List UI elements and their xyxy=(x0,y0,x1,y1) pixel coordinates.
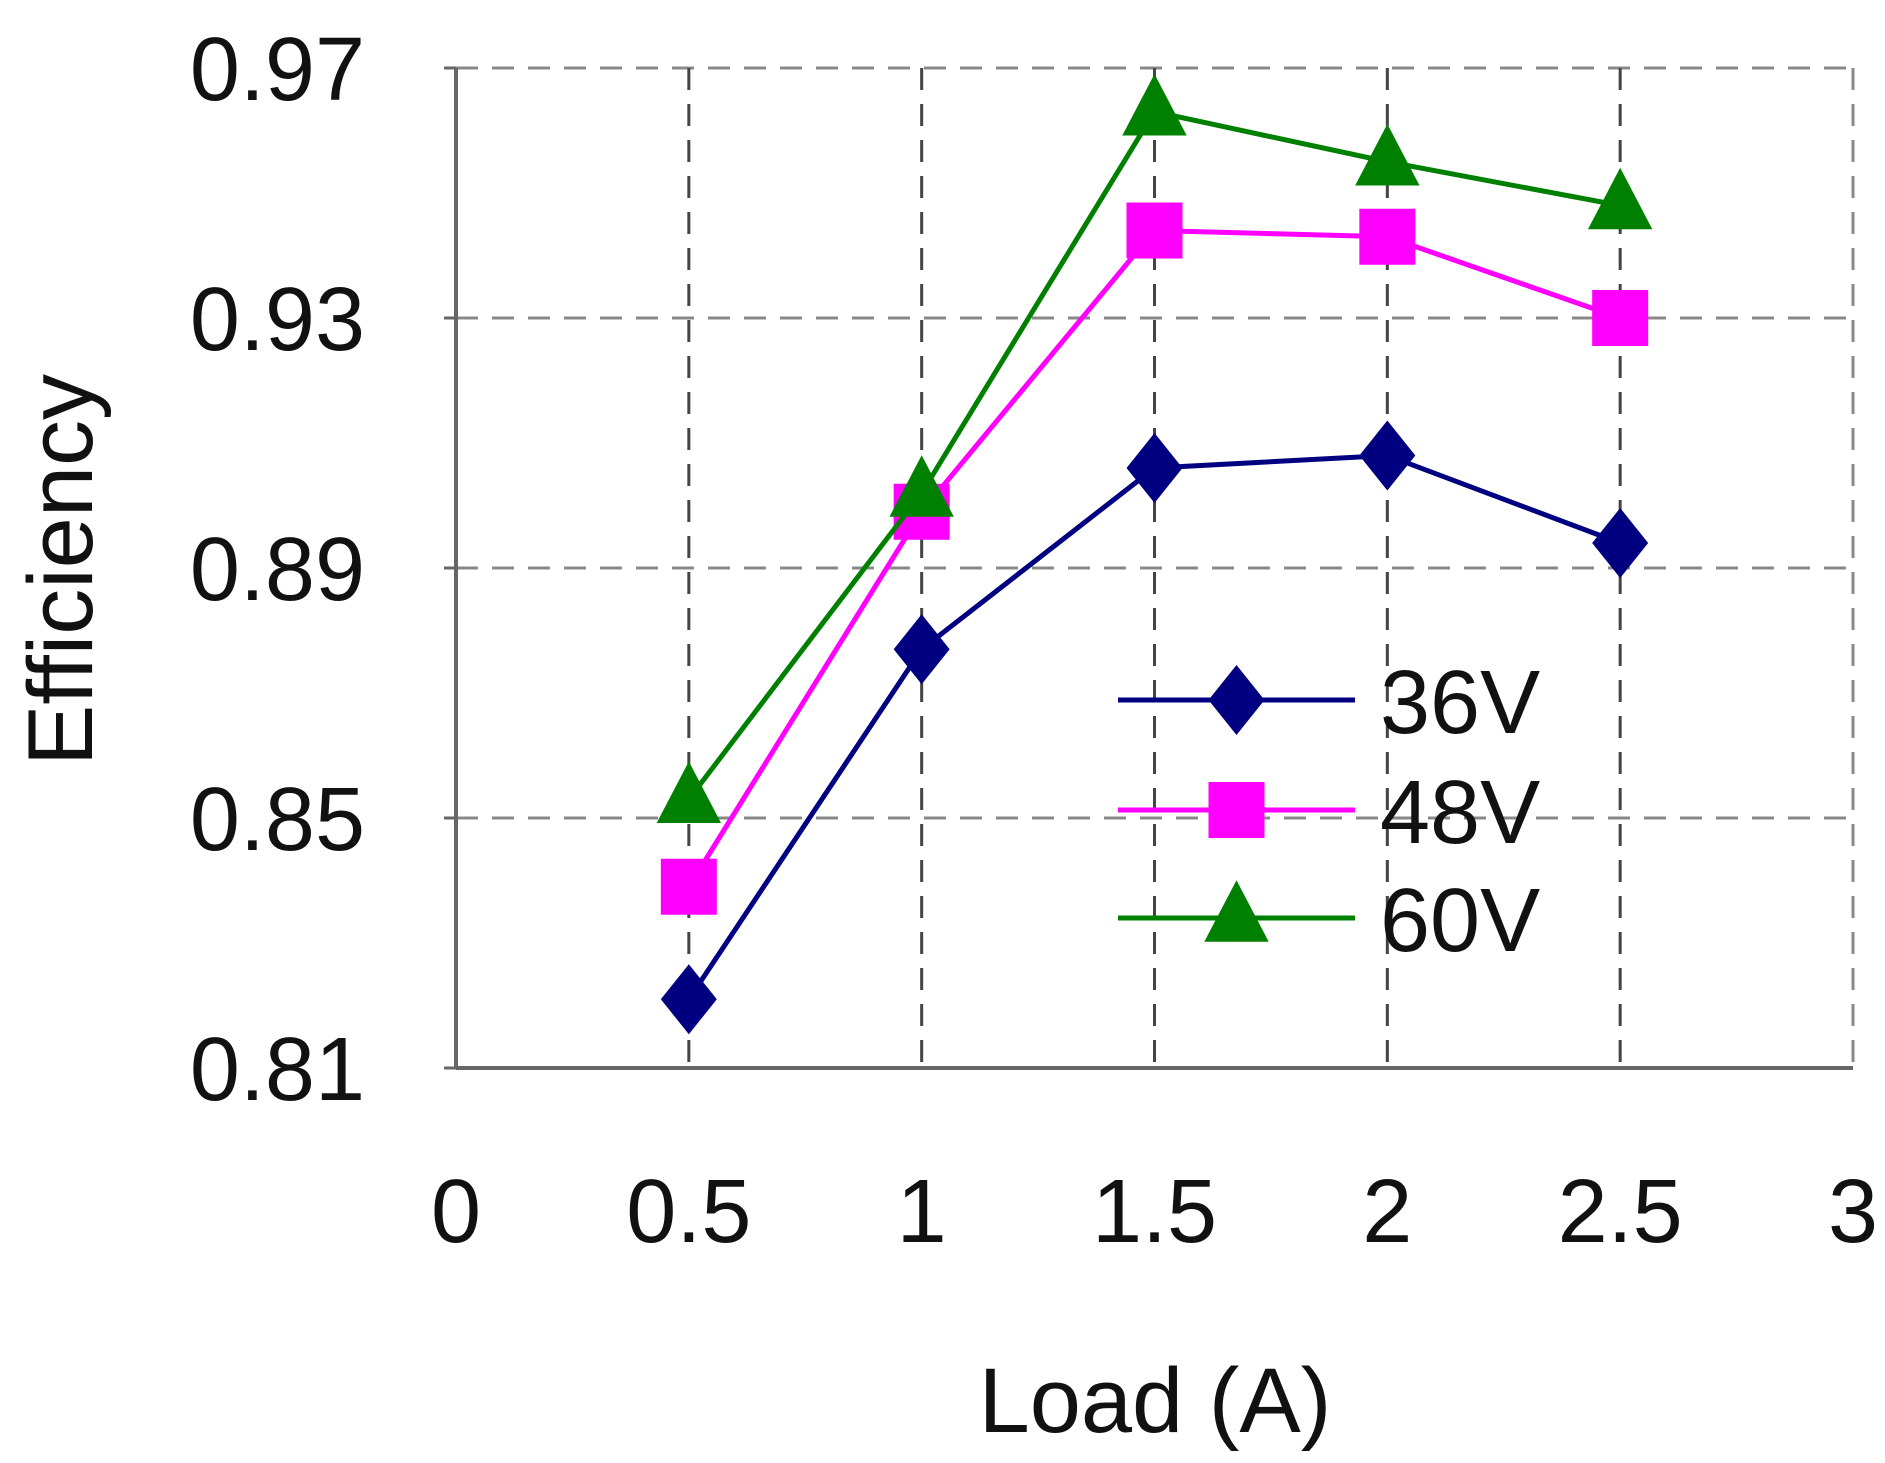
data-point-square xyxy=(1126,202,1183,259)
data-point-diamond xyxy=(1592,508,1649,578)
y-tick-label: 0.93 xyxy=(190,270,365,370)
data-point-square xyxy=(1359,208,1416,265)
x-tick-label: 0.5 xyxy=(626,1162,751,1262)
y-tick-label: 0.85 xyxy=(190,770,365,870)
data-point-triangle xyxy=(656,761,722,824)
legend-label: 36V xyxy=(1380,653,1540,753)
x-tick-label: 3 xyxy=(1828,1162,1878,1262)
y-tick-label: 0.89 xyxy=(190,520,365,620)
data-point-diamond xyxy=(1208,665,1265,735)
x-tick-label: 1 xyxy=(897,1162,947,1262)
x-tick-label: 1.5 xyxy=(1092,1162,1217,1262)
data-point-square xyxy=(1208,782,1265,838)
data-point-diamond xyxy=(660,964,717,1035)
data-point-diamond xyxy=(893,614,950,685)
data-point-triangle xyxy=(1355,123,1420,186)
data-point-diamond xyxy=(1359,420,1416,491)
legend-item-36v: 36V xyxy=(1118,653,1540,753)
y-tick-label: 0.97 xyxy=(190,20,365,120)
data-point-square xyxy=(660,858,717,915)
data-point-triangle xyxy=(1122,73,1187,136)
series-36v xyxy=(660,420,1649,1035)
series-layer xyxy=(656,73,1653,1035)
ticks-layer: 0.97 0.93 0.89 0.85 0.81 0 0.5 1 1.5 2 2.5 3 xyxy=(190,20,1878,1262)
data-point-square xyxy=(1592,290,1649,346)
x-axis-title: Load (A) xyxy=(979,1350,1332,1452)
x-tick-label: 2 xyxy=(1362,1162,1412,1262)
data-point-triangle xyxy=(1587,167,1653,230)
legend-item-60v: 60V xyxy=(1118,871,1540,971)
data-point-triangle xyxy=(889,455,954,517)
y-tick-label: 0.81 xyxy=(190,1020,365,1120)
legend-item-48v: 48V xyxy=(1118,763,1540,863)
y-axis-title: Efficiency xyxy=(10,374,112,766)
data-point-triangle xyxy=(1204,880,1269,942)
data-point-diamond xyxy=(1126,433,1183,503)
series-60v xyxy=(656,73,1653,824)
x-tick-label: 0 xyxy=(431,1162,481,1262)
legend-label: 48V xyxy=(1380,763,1540,863)
legend-label: 60V xyxy=(1380,871,1540,971)
x-tick-label: 2.5 xyxy=(1558,1162,1683,1262)
